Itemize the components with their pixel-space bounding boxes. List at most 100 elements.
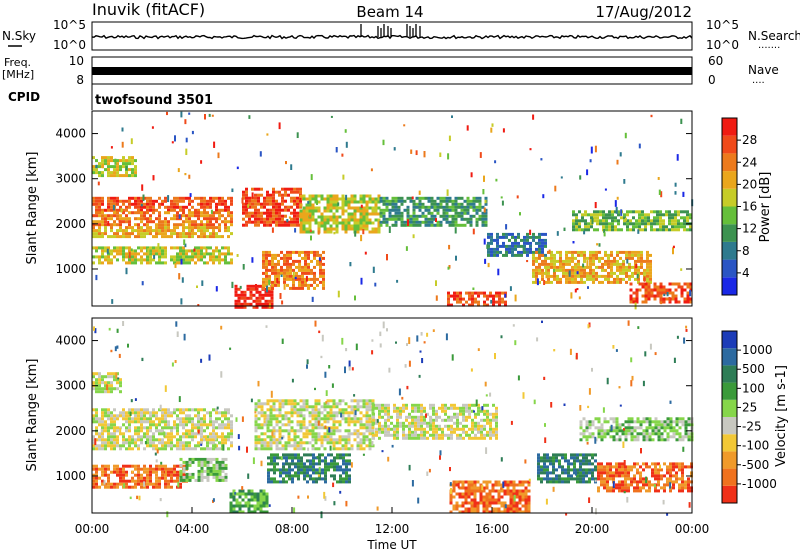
data-cell xyxy=(278,429,282,433)
data-cell xyxy=(295,274,298,278)
data-cell xyxy=(245,214,248,218)
data-cell xyxy=(454,220,458,224)
data-cell xyxy=(191,205,194,209)
data-cell xyxy=(281,435,285,439)
data-cell xyxy=(98,174,101,178)
data-cell xyxy=(197,426,200,430)
data-cell xyxy=(629,297,633,301)
data-cell xyxy=(613,259,616,263)
data-cell xyxy=(208,113,211,117)
data-cell xyxy=(644,219,647,223)
data-cell xyxy=(412,217,416,221)
data-cell xyxy=(384,406,387,410)
data-cell xyxy=(653,228,656,232)
data-cell xyxy=(646,271,649,275)
data-cell xyxy=(452,480,456,484)
data-cell xyxy=(659,213,662,217)
data-cell xyxy=(140,417,143,421)
data-cell xyxy=(435,409,438,413)
data-cell xyxy=(174,263,177,268)
data-cell xyxy=(191,475,195,479)
data-cell xyxy=(420,409,423,413)
data-cell xyxy=(113,470,116,474)
data-cell xyxy=(535,241,538,245)
data-cell xyxy=(478,214,482,218)
data-cell xyxy=(299,205,302,209)
data-cell xyxy=(572,241,575,244)
data-cell xyxy=(378,409,381,413)
data-cell xyxy=(637,271,640,275)
data-cell xyxy=(595,274,598,278)
data-cell xyxy=(339,456,342,460)
data-cell xyxy=(299,438,303,442)
data-cell xyxy=(227,417,230,421)
data-cell xyxy=(547,271,550,275)
data-cell xyxy=(265,259,268,263)
data-cell xyxy=(362,402,366,406)
data-cell xyxy=(98,208,101,212)
data-cell xyxy=(450,294,453,298)
data-cell xyxy=(541,253,544,257)
data-cell xyxy=(451,223,455,227)
data-cell xyxy=(329,417,333,421)
data-cell xyxy=(179,199,182,203)
data-cell xyxy=(224,226,227,230)
data-cell xyxy=(266,429,270,433)
data-cell xyxy=(305,230,309,234)
data-cell xyxy=(483,207,486,213)
data-cell xyxy=(374,200,378,204)
data-cell xyxy=(274,253,277,257)
data-cell xyxy=(505,250,508,254)
data-cell xyxy=(625,271,628,275)
data-cell xyxy=(305,432,309,436)
data-cell xyxy=(320,417,324,421)
data-cell xyxy=(98,162,101,166)
data-cell xyxy=(644,228,647,232)
data-cell xyxy=(167,205,170,209)
data-cell xyxy=(149,417,152,421)
data-cell xyxy=(297,468,300,472)
data-cell xyxy=(92,408,95,412)
data-cell xyxy=(435,427,438,431)
data-cell xyxy=(375,406,378,410)
data-cell xyxy=(478,202,482,206)
data-cell xyxy=(362,438,366,442)
data-cell xyxy=(283,283,286,290)
data-cell xyxy=(137,226,140,230)
data-cell xyxy=(194,444,197,448)
data-cell xyxy=(149,199,152,203)
data-cell xyxy=(197,249,200,253)
data-cell xyxy=(204,114,206,120)
data-cell xyxy=(290,190,293,194)
data-cell xyxy=(483,403,486,407)
data-cell xyxy=(266,199,269,203)
data-cell xyxy=(458,495,462,499)
data-cell xyxy=(353,218,357,222)
data-cell xyxy=(95,426,98,430)
data-cell xyxy=(314,438,318,442)
data-cell xyxy=(453,297,456,301)
data-cell xyxy=(110,156,113,160)
data-cell xyxy=(161,438,164,442)
data-cell xyxy=(287,444,291,448)
data-cell xyxy=(218,208,221,212)
data-cell xyxy=(311,444,315,448)
data-cell xyxy=(462,297,465,301)
colorbar-tick-label: 28 xyxy=(742,133,757,147)
data-cell xyxy=(263,441,267,445)
data-cell xyxy=(146,258,149,262)
data-cell xyxy=(495,415,498,419)
data-cell xyxy=(110,485,113,489)
data-cell xyxy=(592,253,595,257)
data-cell xyxy=(333,468,336,472)
data-cell xyxy=(319,262,322,266)
data-cell xyxy=(650,225,653,229)
data-cell xyxy=(164,199,167,203)
data-cell xyxy=(295,286,298,290)
data-cell xyxy=(197,463,201,467)
data-cell xyxy=(194,447,197,451)
data-cell xyxy=(276,462,279,466)
data-cell xyxy=(412,223,416,227)
data-cell xyxy=(372,266,375,273)
